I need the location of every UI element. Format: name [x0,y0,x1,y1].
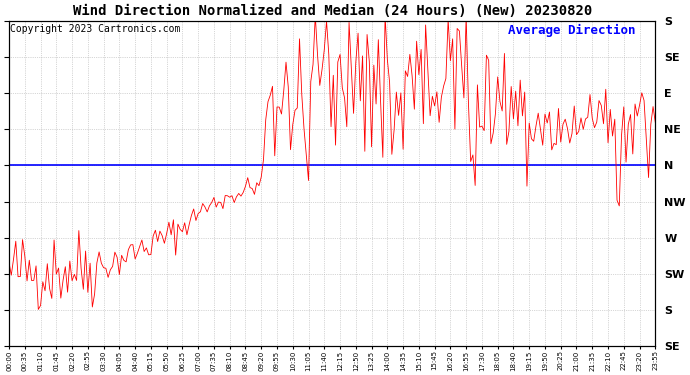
Text: Copyright 2023 Cartronics.com: Copyright 2023 Cartronics.com [10,24,181,34]
Title: Wind Direction Normalized and Median (24 Hours) (New) 20230820: Wind Direction Normalized and Median (24… [72,4,592,18]
Text: Average Direction: Average Direction [509,24,636,37]
